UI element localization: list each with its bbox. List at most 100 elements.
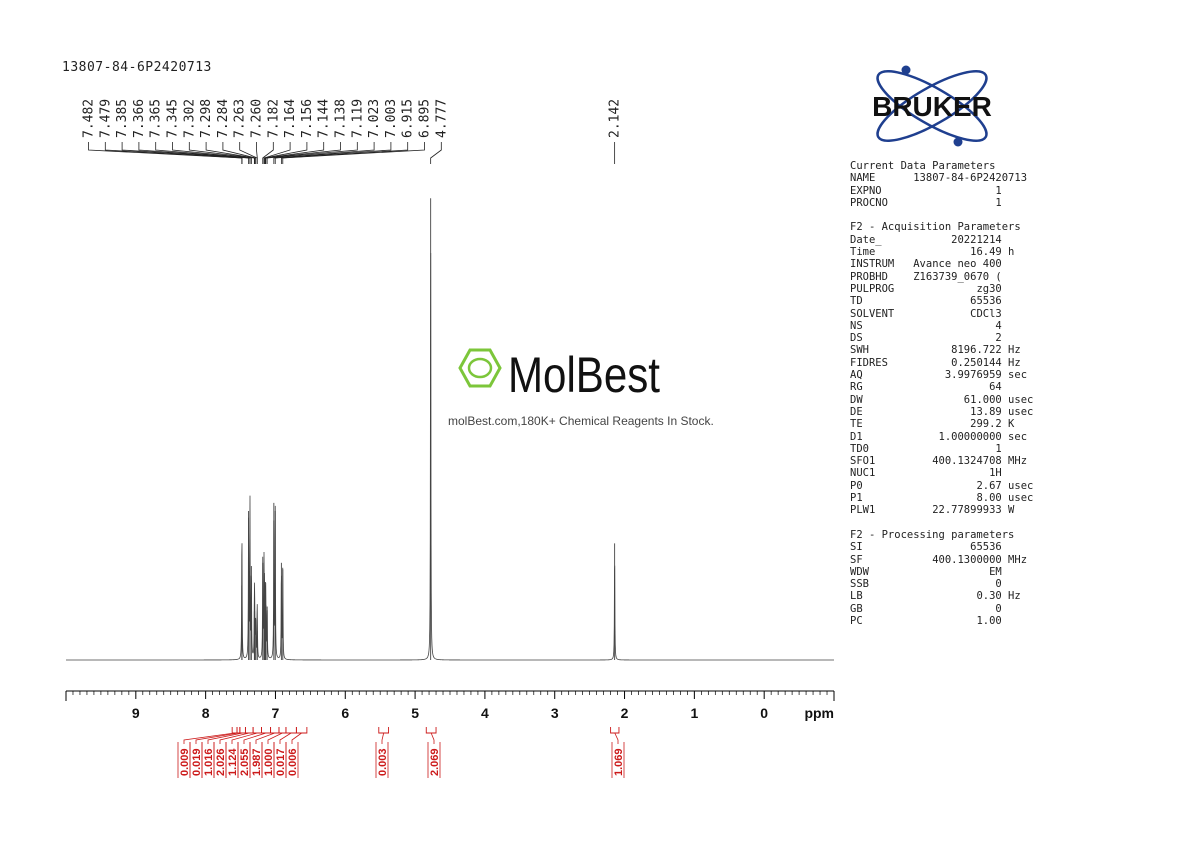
ppm-axis: 9 8 7 6 5 4 3 2 1 0 ppm xyxy=(65,690,835,721)
param-value: 2.67 xyxy=(906,479,1002,492)
param-section-header: F2 - Acquisition Parameters xyxy=(850,221,1021,234)
axis-tick-label: 2 xyxy=(621,705,629,721)
param-unit: MHz xyxy=(1001,553,1028,566)
param-unit: h xyxy=(1001,246,1015,259)
integral-leader xyxy=(614,732,619,744)
param-key: NUC1 xyxy=(850,467,907,480)
param-row: WDW EM xyxy=(850,566,1033,578)
integral-leader xyxy=(243,732,267,744)
axis-tick-label: 8 xyxy=(202,705,210,721)
integral-bracket xyxy=(285,727,297,734)
peak-label: 7.119 xyxy=(350,99,365,138)
param-key: P1 xyxy=(850,492,907,505)
molbest-brand: MolBest xyxy=(508,347,660,400)
peak-label-group: 7.482 7.479 7.385 7.366 7.365 7.345 7.302 7.298… xyxy=(82,99,623,164)
peak-label-leader xyxy=(282,142,425,164)
peak-label: 7.182 xyxy=(266,99,281,138)
peak-label: 7.003 xyxy=(384,99,399,138)
peak-label: 2.142 xyxy=(608,99,623,138)
integral-value: 1.069 xyxy=(613,748,625,776)
param-key: Time xyxy=(850,246,907,259)
param-value: 1 xyxy=(906,442,1002,455)
param-value: 0.30 xyxy=(906,590,1002,603)
integral-value: 1.016 xyxy=(203,748,215,776)
param-value: 20221214 xyxy=(906,233,1002,246)
param-value: 400.1300000 xyxy=(906,553,1002,566)
integral-bracket xyxy=(378,727,390,734)
param-row: SWH 8196.722 Hz xyxy=(850,344,1033,356)
peak-label: 7.482 xyxy=(82,99,97,138)
integral-leader xyxy=(219,732,250,744)
peak-label-leader xyxy=(104,142,243,164)
integral-value: 2.069 xyxy=(429,748,441,776)
axis-tick-label: 0 xyxy=(760,705,768,721)
param-unit: Hz xyxy=(1001,344,1021,357)
param-row: RG 64 xyxy=(850,381,1033,393)
integral-bracket xyxy=(252,727,262,734)
peak-label: 7.365 xyxy=(149,99,164,138)
integral-bracket xyxy=(610,727,620,734)
param-value: 8.00 xyxy=(906,492,1002,505)
param-row: P0 2.67 usec xyxy=(850,480,1033,492)
param-value: 13807-84-6P2420713 xyxy=(906,172,1028,185)
axis-tick-label: 7 xyxy=(272,705,280,721)
integral-leader xyxy=(207,732,243,744)
param-value: Z163739_0670 ( xyxy=(906,270,1002,283)
param-key: DE xyxy=(850,405,907,418)
logo-text: BRUKER xyxy=(872,91,992,122)
param-row: SFO1 400.1324708 MHz xyxy=(850,455,1033,467)
integral-bracket xyxy=(239,727,246,734)
param-key: LB xyxy=(850,590,907,603)
peak-label: 6.895 xyxy=(418,99,433,138)
peak-label: 7.260 xyxy=(250,99,265,138)
integral-bracket xyxy=(278,727,287,734)
peak-label-leader xyxy=(222,142,257,164)
param-unit: W xyxy=(1001,504,1015,517)
param-row: PLW1 22.77899933 W xyxy=(850,504,1033,516)
param-unit: MHz xyxy=(1001,455,1028,468)
integral-leader xyxy=(279,732,292,744)
peak-label: 7.156 xyxy=(300,99,315,138)
integral-leader xyxy=(195,732,239,744)
param-row: GB 0 xyxy=(850,603,1033,615)
param-row: DW 61.000 usec xyxy=(850,394,1033,406)
sample-name: 13807-84-6P2420713 xyxy=(62,60,212,75)
logo-dot-bottom xyxy=(953,137,963,147)
peak-label-leader xyxy=(273,142,375,164)
param-section-header: F2 - Processing parameters xyxy=(850,528,1015,541)
param-section-header: Current Data Parameters xyxy=(850,160,996,172)
param-row: SOLVENT CDCl3 xyxy=(850,308,1033,320)
param-key: DS xyxy=(850,332,907,345)
param-key: PULPROG xyxy=(850,282,907,295)
peak-label: 7.298 xyxy=(199,99,214,138)
param-key: PC xyxy=(850,614,907,627)
axis-tick-label: 5 xyxy=(411,705,419,721)
param-value: 2 xyxy=(906,332,1002,345)
peak-label-leader xyxy=(121,142,249,164)
peak-label: 7.144 xyxy=(317,99,332,138)
param-value: 3.9976959 xyxy=(906,369,1002,382)
param-row: PROCNO 1 xyxy=(850,197,1033,209)
param-row: SI 65536 xyxy=(850,541,1033,553)
param-value: 400.1324708 xyxy=(906,455,1002,468)
integral-leader xyxy=(381,732,385,744)
molbest-watermark: MolBest xyxy=(450,340,680,404)
integral-value: 0.009 xyxy=(179,748,191,776)
param-key: D1 xyxy=(850,430,907,443)
acquisition-parameters: Current Data Parameters NAME 13807-84-6P2… xyxy=(850,160,1033,627)
peak-label: 4.777 xyxy=(434,99,449,138)
param-value: 4 xyxy=(906,319,1002,332)
param-key: TE xyxy=(850,418,907,431)
integral-bracket xyxy=(295,727,308,734)
peak-label: 7.284 xyxy=(216,99,231,138)
integral-leader xyxy=(255,732,275,744)
param-row: NS 4 xyxy=(850,320,1033,332)
axis-tick-label: 4 xyxy=(481,705,489,721)
peak-label-leader xyxy=(263,142,291,164)
param-row: DS 2 xyxy=(850,332,1033,344)
param-row: PULPROG zg30 xyxy=(850,283,1033,295)
param-key: SFO1 xyxy=(850,455,907,468)
peak-label: 6.915 xyxy=(401,99,416,138)
param-key: DW xyxy=(850,393,907,406)
param-key: SI xyxy=(850,541,907,554)
